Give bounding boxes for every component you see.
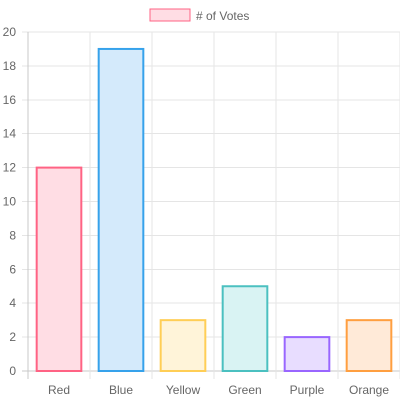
- y-tick-label: 6: [9, 262, 16, 276]
- legend[interactable]: # of Votes: [149, 8, 249, 23]
- bar-red[interactable]: [35, 166, 83, 372]
- y-tick-label: 8: [9, 228, 16, 242]
- bar-orange[interactable]: [345, 319, 393, 372]
- y-axis-ticks: 0 2 4 6 8 10 12 14 16 18 20: [3, 25, 17, 378]
- y-tick-label: 10: [3, 195, 17, 209]
- x-tick-label-purple: Purple: [290, 383, 325, 397]
- x-tick-label-green: Green: [228, 383, 261, 397]
- bar-green[interactable]: [221, 285, 269, 372]
- y-tick-label: 0: [9, 364, 16, 378]
- bar-blue[interactable]: [97, 47, 145, 372]
- x-tick-label-blue: Blue: [109, 383, 133, 397]
- y-tick-label: 12: [3, 161, 17, 175]
- y-tick-label: 18: [3, 59, 17, 73]
- y-tick-label: 4: [9, 296, 16, 310]
- x-tick-label-yellow: Yellow: [166, 383, 201, 397]
- bar-yellow[interactable]: [159, 319, 207, 372]
- bars: [35, 47, 393, 373]
- bar-purple[interactable]: [283, 336, 331, 373]
- x-tick-label-red: Red: [48, 383, 70, 397]
- y-tick-label: 20: [3, 25, 17, 39]
- y-tick-label: 14: [3, 127, 17, 141]
- legend-label: # of Votes: [196, 9, 249, 23]
- gridlines: [22, 31, 400, 379]
- legend-swatch: [149, 8, 191, 22]
- y-tick-label: 2: [9, 330, 16, 344]
- y-tick-label: 16: [3, 93, 17, 107]
- x-axis-ticks: Red Blue Yellow Green Purple Orange: [48, 383, 389, 397]
- x-tick-label-orange: Orange: [349, 383, 389, 397]
